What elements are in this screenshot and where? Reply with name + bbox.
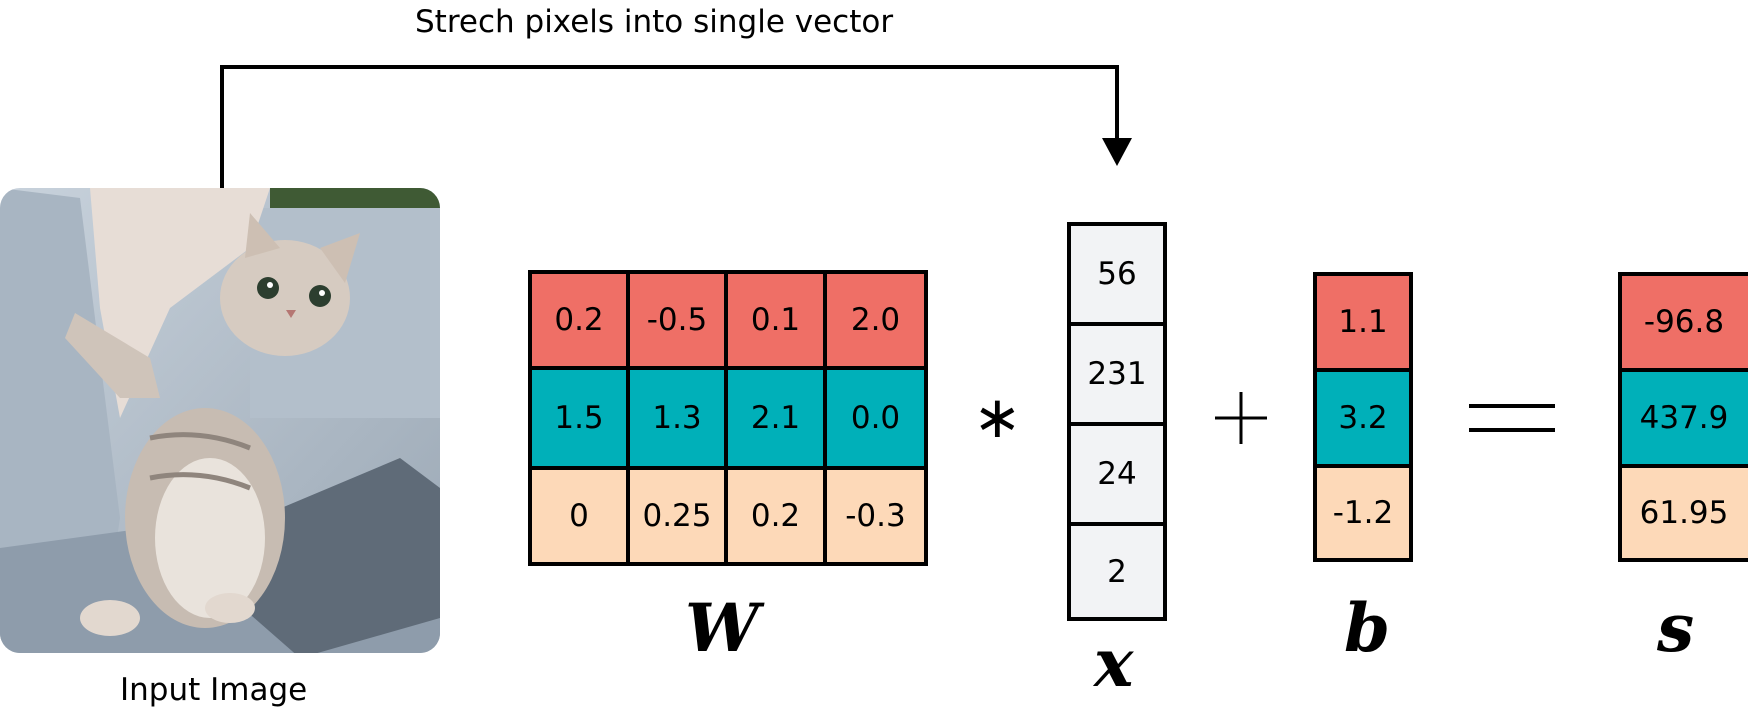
multiply-operator: ∗ <box>973 383 1022 451</box>
s-cell: 437.9 <box>1620 370 1748 466</box>
grid-line <box>1620 464 1748 468</box>
arrow-head <box>1102 138 1132 166</box>
w-cell: 0.0 <box>825 368 926 468</box>
b-cell: -1.2 <box>1315 466 1411 560</box>
w-cell: 0.1 <box>726 272 825 368</box>
s-cell: 61.95 <box>1620 466 1748 560</box>
grid-line <box>626 272 630 564</box>
grid-line <box>1315 464 1411 468</box>
w-cell: 1.3 <box>628 368 726 468</box>
x-cell: 2 <box>1069 524 1165 619</box>
b-cell: 3.2 <box>1315 370 1411 466</box>
grid-line <box>530 466 926 470</box>
equals-operator <box>1469 404 1555 432</box>
grid-line <box>1069 422 1165 426</box>
arrow-label: Strech pixels into single vector <box>415 4 894 40</box>
grid-line <box>1069 322 1165 326</box>
grid-line <box>1315 368 1411 372</box>
b-cell: 1.1 <box>1315 274 1411 370</box>
w-cell: -0.5 <box>628 272 726 368</box>
symbol-W: W <box>685 589 760 667</box>
arrow-path <box>220 65 1119 190</box>
grid-line <box>530 366 926 370</box>
kitten-photo <box>0 188 440 653</box>
w-cell: 1.5 <box>530 368 628 468</box>
w-cell: 2.1 <box>726 368 825 468</box>
grid-line <box>1620 368 1748 372</box>
w-cell: 0.2 <box>726 468 825 564</box>
grid-line <box>724 272 728 564</box>
input-image <box>0 188 440 653</box>
plus-operator <box>1215 392 1267 444</box>
x-cell: 231 <box>1069 324 1165 424</box>
s-cell: -96.8 <box>1620 274 1748 370</box>
w-cell: 0.2 <box>530 272 628 368</box>
w-cell: 0 <box>530 468 628 564</box>
x-cell: 56 <box>1069 224 1165 324</box>
symbol-x: x <box>1094 624 1134 702</box>
w-cell: 2.0 <box>825 272 926 368</box>
symbol-b: b <box>1344 589 1391 667</box>
w-cell: 0.25 <box>628 468 726 564</box>
x-cell: 24 <box>1069 424 1165 524</box>
symbol-s: s <box>1657 589 1695 667</box>
image-caption: Input Image <box>120 672 308 708</box>
grid-line <box>1069 522 1165 526</box>
w-cell: -0.3 <box>825 468 926 564</box>
grid-line <box>823 272 827 564</box>
